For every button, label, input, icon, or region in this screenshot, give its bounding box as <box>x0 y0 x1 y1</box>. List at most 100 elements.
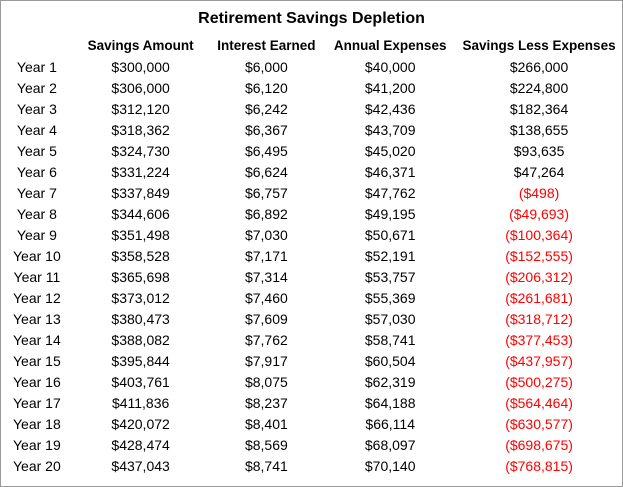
table-row: Year 3 $312,120 $6,242 $42,436 $182,364 <box>1 98 622 119</box>
table-body: Year 1 $300,000 $6,000 $40,000 $266,000 Year … <box>1 56 622 476</box>
table-cell: ($49,693) <box>509 205 570 222</box>
table-cell: $331,224 <box>111 163 170 180</box>
table-cell: $8,401 <box>244 415 288 432</box>
table-cell: ($261,681) <box>505 289 573 306</box>
table-cell: $68,097 <box>364 436 416 453</box>
table-cell: $7,762 <box>244 331 288 348</box>
table-cell: $337,849 <box>111 184 170 201</box>
table-cell: $6,120 <box>244 79 288 96</box>
table-cell: $437,043 <box>111 457 170 474</box>
table-cell: $8,741 <box>244 457 288 474</box>
table-row: Year 7 $337,849 $6,757 $47,762 ($498) <box>1 182 622 203</box>
table-row: Year 9 $351,498 $7,030 $50,671 ($100,364) <box>1 224 622 245</box>
table-cell: $6,367 <box>244 121 288 138</box>
table-cell: $6,242 <box>244 100 288 117</box>
row-label: Year 10 <box>13 247 61 264</box>
table-cell: $66,114 <box>365 415 415 432</box>
row-label: Year 17 <box>13 394 61 411</box>
row-label: Year 20 <box>13 457 61 474</box>
table-cell: $6,000 <box>244 58 288 75</box>
table-cell: $7,460 <box>244 289 288 306</box>
table-cell: ($500,275) <box>505 373 573 390</box>
table-cell: $8,569 <box>244 436 288 453</box>
row-label: Year 3 <box>16 100 57 117</box>
table-row: Year 20 $437,043 $8,741 $70,140 ($768,815) <box>1 455 622 476</box>
table-row: Year 16 $403,761 $8,075 $62,319 ($500,275) <box>1 371 622 392</box>
table-row: Year 11 $365,698 $7,314 $53,757 ($206,312) <box>1 266 622 287</box>
row-label: Year 2 <box>16 79 57 96</box>
table-cell: $306,000 <box>111 79 170 96</box>
table-cell: $50,671 <box>364 226 416 243</box>
table-cell: $138,655 <box>509 121 569 138</box>
table-cell: $7,171 <box>244 247 288 264</box>
table-cell: ($498) <box>518 184 560 201</box>
table-cell: $428,474 <box>111 436 170 453</box>
table-cell: $47,264 <box>513 163 565 180</box>
row-label: Year 14 <box>13 331 61 348</box>
column-header: Annual Expenses <box>333 38 447 53</box>
table-cell: ($318,712) <box>505 310 573 327</box>
row-label: Year 13 <box>13 310 61 327</box>
table-cell: $62,319 <box>364 373 416 390</box>
header-row: Savings Amount Interest Earned Annual Expe… <box>1 35 622 56</box>
table-row: Year 6 $331,224 $6,624 $46,371 $47,264 <box>1 161 622 182</box>
table-cell: $46,371 <box>364 163 416 180</box>
row-label: Year 5 <box>16 142 57 159</box>
table-row: Year 19 $428,474 $8,569 $68,097 ($698,675) <box>1 434 622 455</box>
table-cell: ($437,957) <box>505 352 573 369</box>
table-row: Year 1 $300,000 $6,000 $40,000 $266,000 <box>1 56 622 77</box>
table-cell: $7,917 <box>244 352 288 369</box>
table-cell: $7,314 <box>244 268 288 285</box>
table-cell: $58,741 <box>364 331 416 348</box>
table-row: Year 15 $395,844 $7,917 $60,504 ($437,957) <box>1 350 622 371</box>
column-header-empty <box>1 35 73 56</box>
table-cell: $42,436 <box>364 100 416 117</box>
table-title: Retirement Savings Depletion <box>198 10 425 27</box>
table-row: Year 17 $411,836 $8,237 $64,188 ($564,464) <box>1 392 622 413</box>
row-label: Year 1 <box>16 58 57 75</box>
row-label: Year 6 <box>16 163 57 180</box>
table-cell: $312,120 <box>111 100 170 117</box>
table-cell: $53,757 <box>364 268 416 285</box>
table-row: Year 8 $344,606 $6,892 $49,195 ($49,693) <box>1 203 622 224</box>
table-cell: $403,761 <box>111 373 170 390</box>
table-cell: $182,364 <box>509 100 569 117</box>
table-cell: $7,609 <box>244 310 288 327</box>
table-cell: $358,528 <box>111 247 170 264</box>
table-row: Year 13 $380,473 $7,609 $57,030 ($318,712) <box>1 308 622 329</box>
table-cell: $6,892 <box>244 205 288 222</box>
table-cell: ($630,577) <box>505 415 573 432</box>
table-cell: $7,030 <box>244 226 288 243</box>
table-cell: $70,140 <box>364 457 416 474</box>
table-cell: $93,635 <box>513 142 565 159</box>
table-cell: $47,762 <box>364 184 416 201</box>
table-cell: $380,473 <box>111 310 170 327</box>
table-cell: $8,075 <box>244 373 288 390</box>
table-cell: $420,072 <box>111 415 170 432</box>
table-cell: $55,369 <box>364 289 416 306</box>
table-row: Year 14 $388,082 $7,762 $58,741 ($377,453) <box>1 329 622 350</box>
table-row: Year 10 $358,528 $7,171 $52,191 ($152,555) <box>1 245 622 266</box>
table-cell: $300,000 <box>111 58 170 75</box>
row-label: Year 4 <box>16 121 57 138</box>
row-label: Year 15 <box>13 352 61 369</box>
table-cell: ($100,364) <box>505 226 573 243</box>
table-cell: ($698,675) <box>505 436 573 453</box>
table-cell: $41,200 <box>364 79 416 96</box>
table-cell: $365,698 <box>111 268 170 285</box>
table-cell: $324,730 <box>111 142 170 159</box>
table-row: Year 18 $420,072 $8,401 $66,114 ($630,577) <box>1 413 622 434</box>
table-cell: $43,709 <box>364 121 416 138</box>
row-label: Year 7 <box>16 184 57 201</box>
table-cell: $6,495 <box>244 142 288 159</box>
table-cell: $45,020 <box>364 142 416 159</box>
row-label: Year 19 <box>13 436 61 453</box>
table-cell: $266,000 <box>509 58 569 75</box>
table-cell: $6,757 <box>244 184 288 201</box>
table-cell: $49,195 <box>364 205 416 222</box>
table-cell: $373,012 <box>111 289 170 306</box>
row-label: Year 9 <box>16 226 57 243</box>
table-row: Year 5 $324,730 $6,495 $45,020 $93,635 <box>1 140 622 161</box>
row-label: Year 16 <box>13 373 61 390</box>
table-cell: $6,624 <box>244 163 288 180</box>
